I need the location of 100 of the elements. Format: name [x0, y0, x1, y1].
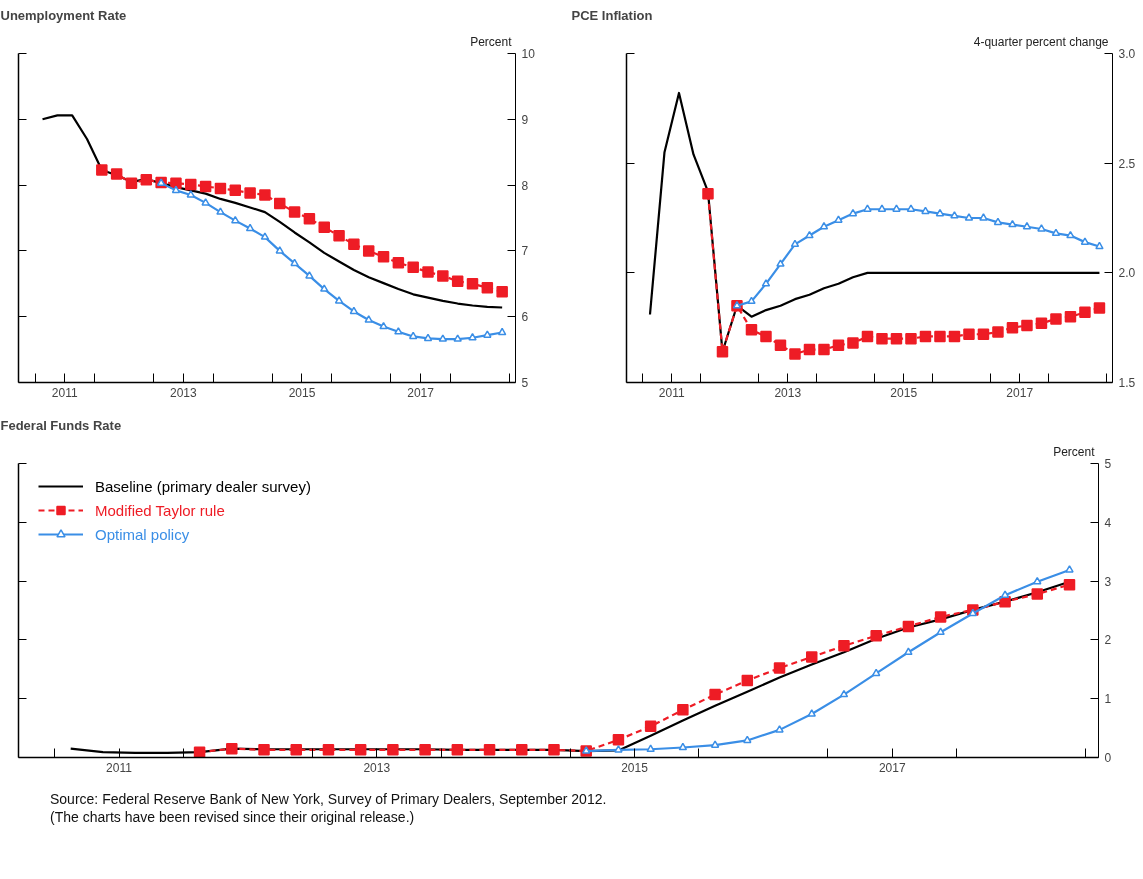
point	[201, 198, 210, 206]
point	[876, 332, 888, 345]
x-tick-label: 2011	[106, 760, 133, 775]
x-tick-label: 2013	[170, 385, 198, 400]
point	[1006, 321, 1019, 334]
point	[387, 744, 399, 756]
point	[838, 640, 850, 652]
point	[229, 184, 242, 197]
point	[1093, 302, 1106, 314]
y-tick-label: 1	[1104, 692, 1112, 707]
point	[333, 230, 345, 242]
point	[214, 182, 227, 195]
point	[170, 177, 182, 189]
x-tick-label: 2017	[878, 760, 906, 775]
point	[468, 332, 477, 341]
point	[305, 271, 314, 279]
point	[1035, 317, 1048, 330]
point	[919, 330, 932, 343]
point	[451, 744, 464, 756]
point	[437, 270, 449, 282]
point	[453, 334, 462, 342]
point	[807, 709, 816, 717]
point	[1033, 576, 1042, 585]
point	[496, 285, 508, 298]
point	[186, 190, 196, 198]
point	[1066, 230, 1075, 239]
point	[423, 333, 433, 342]
point	[760, 330, 772, 343]
point	[832, 339, 845, 351]
point	[1064, 310, 1077, 323]
x-tick-label: 2017	[1006, 385, 1034, 400]
point	[819, 221, 829, 230]
point	[171, 185, 181, 194]
point	[322, 744, 335, 756]
legend-label: Modified Taylor rule	[95, 501, 225, 519]
chart-title: Unemployment Rate	[0, 7, 127, 23]
y-tick-label: 1.5	[1118, 376, 1136, 390]
point	[290, 258, 299, 267]
point	[226, 742, 238, 755]
point	[407, 261, 419, 274]
point	[773, 662, 786, 674]
point	[275, 246, 284, 254]
y-tick-label: 0	[1104, 751, 1112, 765]
point	[1063, 578, 1076, 591]
point	[790, 239, 800, 248]
point	[96, 164, 108, 176]
point	[870, 630, 882, 642]
point	[288, 206, 301, 218]
point	[334, 296, 344, 304]
y-axis-title: Percent	[1053, 444, 1096, 459]
point	[548, 744, 560, 756]
point	[379, 321, 388, 330]
point	[1037, 224, 1046, 232]
point	[993, 217, 1003, 226]
point	[892, 204, 901, 212]
point	[1050, 313, 1062, 325]
point	[905, 332, 917, 345]
x-tick-label: 2015	[890, 385, 918, 400]
point	[678, 742, 688, 751]
point	[644, 720, 657, 733]
point	[438, 334, 448, 342]
point	[408, 331, 418, 340]
point	[902, 620, 915, 633]
point	[290, 744, 302, 756]
point	[805, 230, 814, 239]
y-tick-label: 2	[1104, 633, 1112, 648]
point	[839, 689, 849, 698]
x-tick-label: 2011	[658, 385, 685, 400]
point	[1000, 590, 1010, 598]
point	[259, 189, 271, 201]
point	[934, 611, 947, 623]
y-tick-label: 6	[521, 310, 529, 325]
point	[260, 232, 270, 240]
y-tick-label: 8	[521, 178, 529, 193]
point	[516, 744, 528, 756]
y-tick-label: 7	[521, 244, 529, 259]
point	[481, 282, 494, 294]
point	[258, 744, 270, 756]
point	[451, 275, 464, 287]
y-axis-title: 4-quarter percent change	[973, 34, 1109, 49]
point	[377, 251, 390, 263]
point	[702, 188, 714, 200]
point	[948, 330, 961, 343]
point	[964, 213, 974, 221]
point	[921, 206, 930, 215]
y-tick-label: 10	[521, 47, 536, 61]
point	[1065, 565, 1074, 573]
chart-title: PCE Inflation	[571, 7, 653, 23]
point	[741, 674, 754, 687]
point	[716, 346, 729, 358]
legend-label: Baseline (primary dealer survey)	[95, 477, 311, 495]
point	[977, 328, 990, 340]
point	[1051, 228, 1061, 237]
point	[392, 256, 405, 269]
point	[319, 284, 329, 292]
point	[1080, 237, 1090, 245]
y-tick-label: 2.5	[1118, 156, 1136, 171]
point	[140, 174, 153, 186]
point	[348, 238, 360, 251]
x-tick-label: 2017	[407, 385, 435, 400]
